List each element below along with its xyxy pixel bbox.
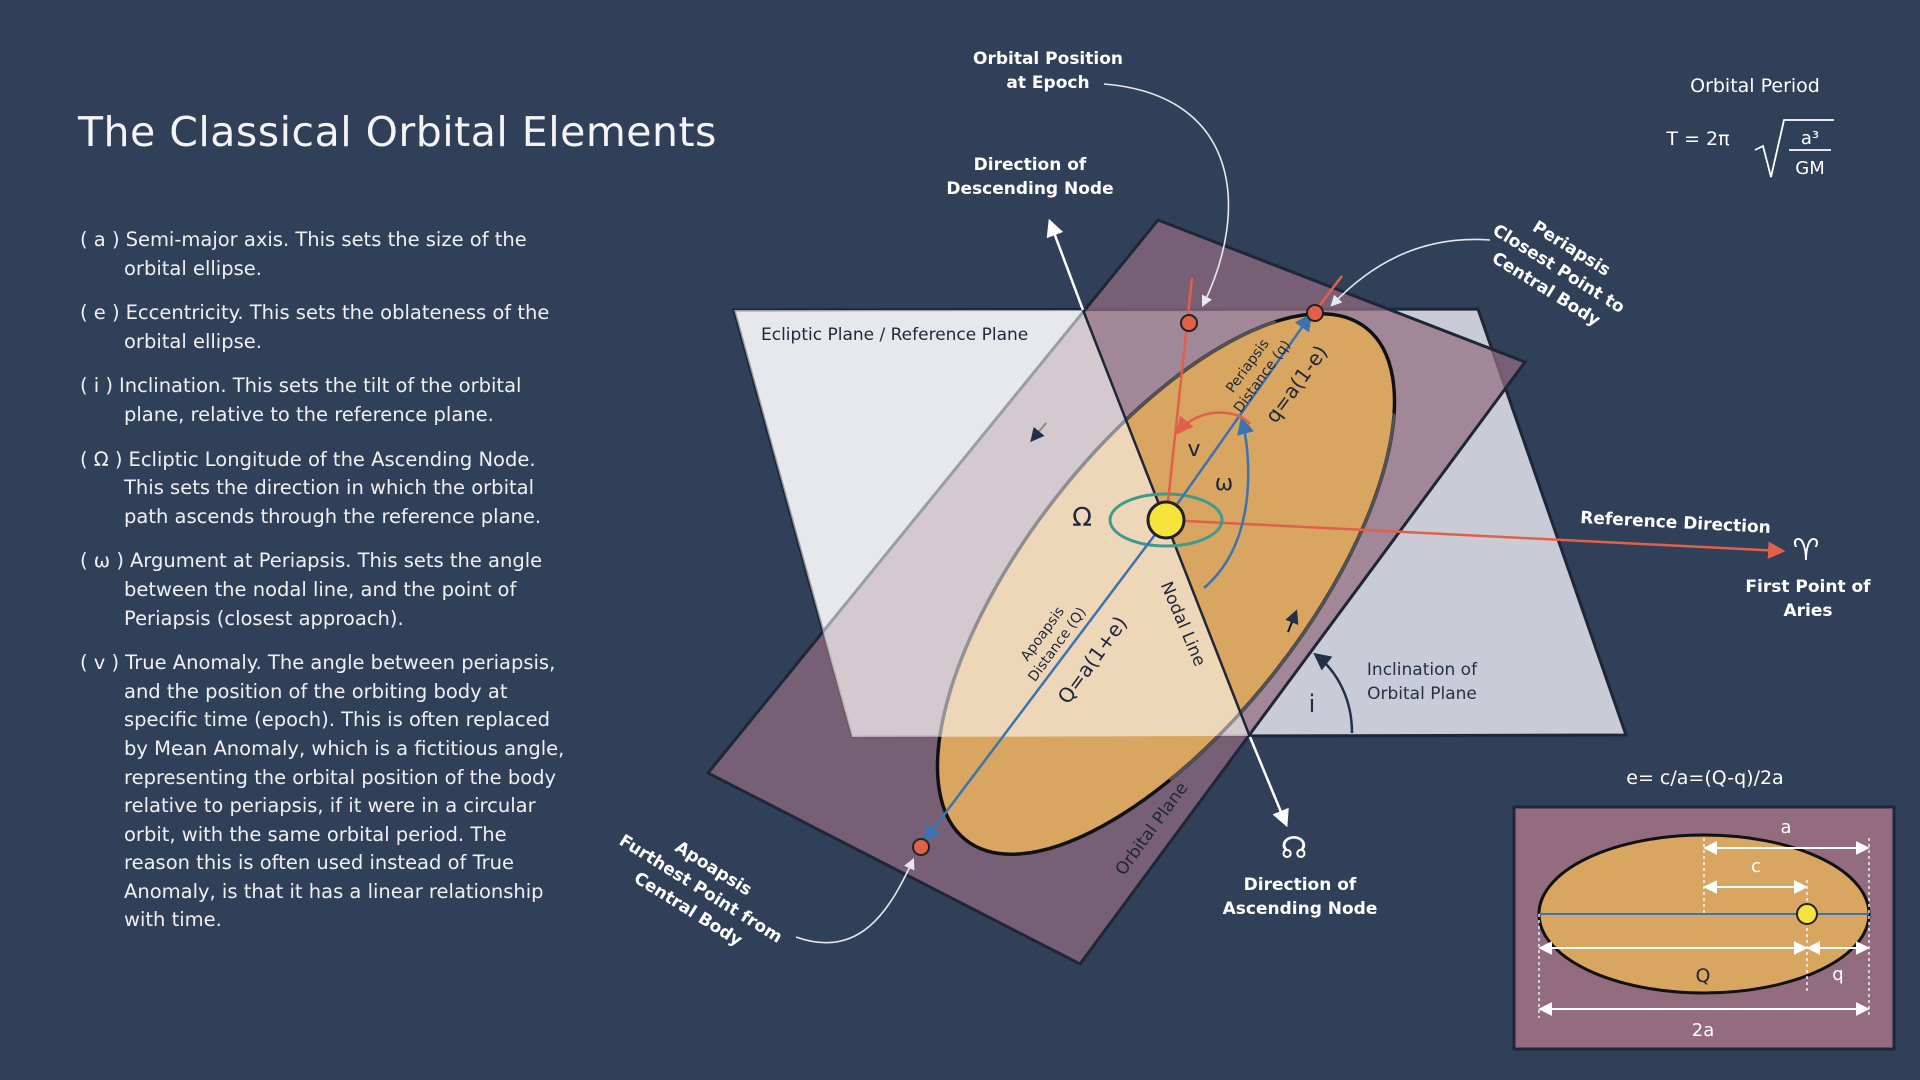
descending-node-label-1: Direction of	[974, 155, 1087, 175]
element-item-a: ( a ) Semi-major axis. This sets the size…	[80, 226, 570, 283]
element-symbol: ( Ω )	[80, 447, 123, 471]
page-title: The Classical Orbital Elements	[78, 108, 717, 156]
inclination-label-2: Orbital Plane	[1367, 684, 1477, 704]
orbit-direction-arrow-upper	[1030, 422, 1047, 443]
inset-a-label: a	[1780, 817, 1791, 838]
element-item-omega-small: ( ω ) Argument at Periapsis. This sets th…	[80, 547, 570, 633]
periapsis-callout-curve	[1330, 238, 1491, 307]
reference-direction-label: Reference Direction	[1580, 508, 1772, 538]
element-symbol: ( i )	[80, 374, 114, 398]
descending-node-label-2: Descending Node	[946, 179, 1113, 199]
ascending-node-label-2: Ascending Node	[1223, 899, 1378, 919]
element-item-omega-big: ( Ω ) Ecliptic Longitude of the Ascending…	[80, 446, 570, 532]
element-description: Eccentricity. This sets the oblateness o…	[124, 301, 550, 353]
elements-list: ( a ) Semi-major axis. This sets the size…	[80, 226, 570, 951]
element-description: Argument at Periapsis. This sets the ang…	[124, 549, 543, 630]
periapsis-dot	[1306, 304, 1324, 322]
reference-direction-line	[1165, 518, 1786, 560]
period-lhs: T = 2π	[1665, 128, 1729, 150]
epoch-callout-curve	[1103, 83, 1230, 308]
orbital-position-label-2: at Epoch	[1006, 73, 1089, 93]
period-denominator: GM	[1795, 158, 1824, 179]
argument-periapsis-arc	[1203, 416, 1255, 589]
ascending-node-label-1: Direction of	[1244, 875, 1357, 895]
element-description: True Anomaly. The angle between periapsi…	[124, 651, 565, 932]
epoch-position-dot	[1180, 314, 1198, 332]
inset-central-body	[1796, 903, 1818, 925]
true-anomaly-arc	[1175, 411, 1252, 435]
period-numerator: a³	[1801, 128, 1819, 149]
ecliptic-plane-label: Ecliptic Plane / Reference Plane	[761, 325, 1028, 345]
apoapsis-dot	[912, 838, 930, 856]
element-symbol: ( ω )	[80, 549, 124, 573]
orbit-direction-arrow	[1285, 609, 1299, 633]
inclination-label-1: Inclination of	[1367, 660, 1478, 680]
nu-symbol: v	[1187, 437, 1200, 462]
ascending-node-arrow	[1248, 736, 1289, 828]
element-symbol: ( e )	[80, 301, 120, 325]
inset-Q-label: Q	[1696, 965, 1711, 987]
apoapsis-distance-line	[922, 519, 1167, 843]
element-item-i: ( i ) Inclination. This sets the tilt of …	[80, 372, 570, 429]
omega-small-symbol: ω	[1215, 471, 1233, 496]
element-item-e: ( e ) Eccentricity. This sets the oblaten…	[80, 299, 570, 356]
ascending-node-angle-ring	[1108, 492, 1224, 548]
element-description: Ecliptic Longitude of the Ascending Node…	[124, 447, 542, 528]
period-title: Orbital Period	[1690, 75, 1820, 97]
eccentricity-formula: e= c/a=(Q-q)/2a	[1626, 767, 1783, 789]
ascending-node-symbol: ☊	[1281, 831, 1308, 866]
central-body	[1146, 500, 1186, 540]
orbital-position-label-1: Orbital Position	[973, 49, 1123, 69]
element-item-nu: ( v ) True Anomaly. The angle between per…	[80, 649, 570, 935]
inset-2a-label: 2a	[1692, 1020, 1714, 1041]
element-description: Inclination. This sets the tilt of the o…	[119, 374, 522, 426]
element-symbol: ( a )	[80, 228, 120, 251]
period-radical-sign	[1754, 119, 1834, 178]
omega-big-symbol: Ω	[1072, 503, 1092, 533]
apoapsis-callout-curve	[795, 857, 915, 944]
inclination-symbol: i	[1309, 690, 1316, 718]
aries-label-2: Aries	[1783, 601, 1832, 621]
inset-q-label: q	[1832, 964, 1843, 985]
element-symbol: ( v )	[80, 651, 120, 675]
periapsis-red-line	[1315, 275, 1343, 311]
element-description: Semi-major axis. This sets the size of t…	[124, 228, 527, 280]
inclination-arc	[1313, 652, 1354, 734]
ecliptic-plane-overlay	[734, 310, 1250, 737]
inset-c-label: c	[1751, 856, 1761, 877]
descending-node-arrow	[1046, 218, 1085, 311]
aries-symbol: ♈	[1793, 533, 1820, 568]
aries-label-1: First Point of	[1745, 577, 1871, 597]
